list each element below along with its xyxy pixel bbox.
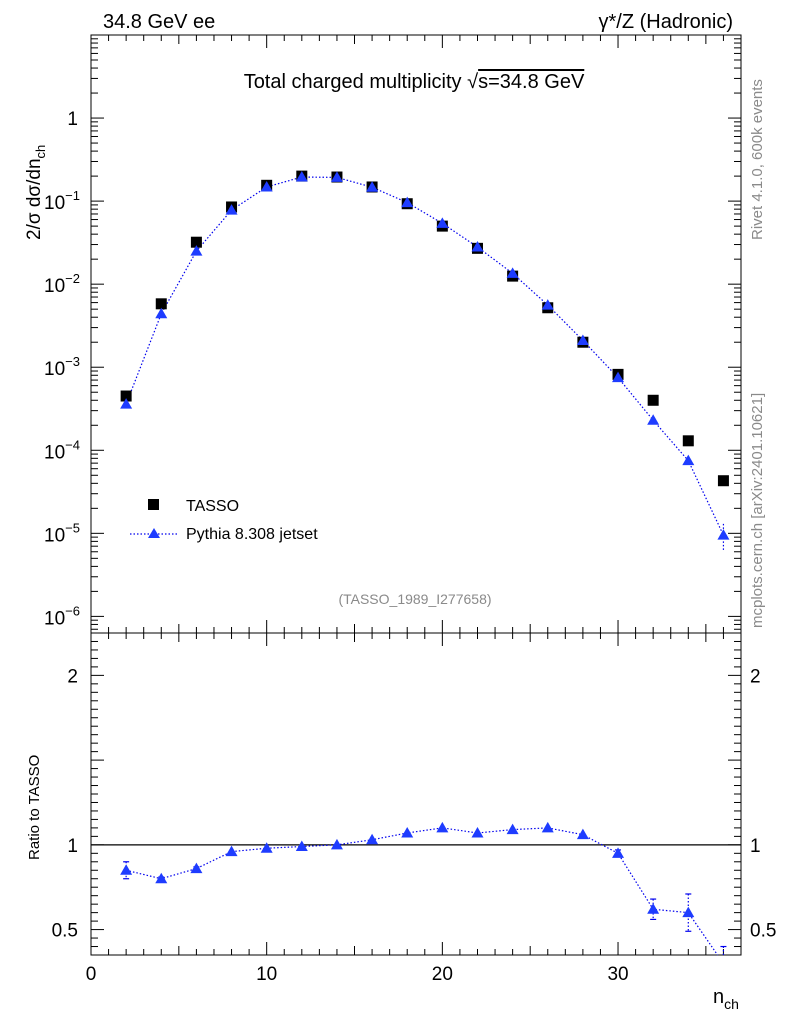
- y-tick-label-main: 10−6: [44, 603, 80, 629]
- x-tick-label: 10: [256, 964, 277, 985]
- y-tick-label-ratio-left: 2: [67, 666, 78, 687]
- mc-point-pythia: [541, 299, 554, 310]
- header-left-label: 34.8 GeV ee: [103, 11, 215, 33]
- data-point-tasso: [120, 390, 132, 402]
- mc-point-pythia: [682, 454, 695, 466]
- ratio-series-line: [125, 827, 719, 956]
- x-axis-label: nch: [713, 986, 739, 1012]
- rivet-version-label: Rivet 4.1.0, 600k events: [749, 79, 766, 240]
- ratio-point: [366, 833, 379, 845]
- mcplots-label: mcplots.cern.ch [arXiv:2401.10621]: [749, 393, 766, 628]
- mc-series-line: [125, 176, 724, 536]
- mc-point-pythia: [436, 217, 449, 228]
- legend-data-marker: [148, 499, 159, 510]
- data-point-tasso: [682, 435, 694, 447]
- mc-point-pythia: [717, 529, 730, 540]
- ratio-point: [436, 821, 449, 833]
- ratio-point: [612, 847, 625, 858]
- mc-point-pythia: [401, 196, 414, 208]
- data-point-tasso: [717, 475, 729, 487]
- legend-data-label: TASSO: [186, 498, 239, 515]
- y-tick-label-main: 1: [67, 109, 78, 130]
- analysis-tag: (TASSO_1989_I277658): [338, 591, 491, 607]
- y-tick-label-main: 10−1: [44, 188, 80, 214]
- header-right-label: γ*/Z (Hadronic): [599, 11, 733, 33]
- ratio-point: [155, 872, 168, 884]
- x-tick-label: 30: [607, 964, 628, 985]
- y-tick-label-ratio-right: 1: [750, 836, 761, 857]
- plot-marks: 0 10 20 30 1 10−1 10−2 10−3 10−4 10−5 10−6 0.5 0.5 1 1…: [44, 34, 776, 985]
- data-point-tasso: [190, 236, 202, 248]
- y-tick-label-main: 10−3: [44, 354, 80, 380]
- legend-mc-marker: [148, 528, 160, 538]
- ratio-point: [295, 840, 308, 852]
- y-tick-label-main: 10−5: [44, 520, 80, 546]
- mc-point-pythia: [155, 307, 168, 319]
- mc-point-pythia: [471, 241, 484, 252]
- mc-point-pythia: [120, 398, 133, 409]
- mc-point-pythia: [190, 245, 203, 256]
- ratio-point: [120, 864, 133, 875]
- ratio-point: [260, 842, 273, 853]
- x-tick-label: 0: [86, 964, 97, 985]
- ratio-plot-frame: [90, 632, 742, 956]
- ratio-point: [506, 823, 519, 835]
- ratio-point: [190, 862, 203, 874]
- ratio-point: [471, 826, 484, 838]
- ratio-point: [330, 838, 343, 850]
- ratio-point: [541, 821, 554, 833]
- mc-point-pythia: [330, 171, 343, 182]
- ratio-point: [576, 828, 589, 840]
- mc-point-pythia: [647, 414, 660, 425]
- mc-point-pythia: [612, 371, 625, 383]
- main-plot-title: Total charged multiplicity √s=34.8 GeV: [244, 71, 585, 93]
- mc-point-pythia: [260, 180, 273, 192]
- ratio-point: [401, 826, 414, 838]
- data-point-tasso: [155, 298, 167, 310]
- data-point-tasso: [647, 394, 659, 406]
- ratio-y-axis-label: Ratio to TASSO: [26, 755, 43, 860]
- ratio-point: [647, 903, 660, 914]
- main-y-axis-label: 2/σ dσ/dnch: [24, 145, 48, 240]
- y-tick-label-ratio-left: 0.5: [52, 921, 78, 942]
- y-tick-label-main: 10−4: [44, 437, 80, 463]
- ratio-point: [682, 906, 695, 918]
- y-tick-label-main: 10−2: [44, 271, 80, 297]
- legend: TASSO Pythia 8.308 jetset: [130, 498, 318, 543]
- x-tick-label: 20: [432, 964, 453, 985]
- y-tick-label-ratio-right: 2: [750, 666, 761, 687]
- ratio-point: [225, 845, 238, 857]
- mc-point-pythia: [366, 181, 379, 192]
- mc-point-pythia: [506, 267, 519, 278]
- main-plot-frame: [90, 34, 742, 634]
- mc-point-pythia: [225, 204, 238, 215]
- y-tick-label-ratio-right: 0.5: [750, 921, 776, 942]
- mc-point-pythia: [295, 171, 308, 182]
- y-tick-label-ratio-left: 1: [67, 836, 78, 857]
- mc-point-pythia: [576, 334, 589, 345]
- legend-mc-label: Pythia 8.308 jetset: [186, 526, 318, 543]
